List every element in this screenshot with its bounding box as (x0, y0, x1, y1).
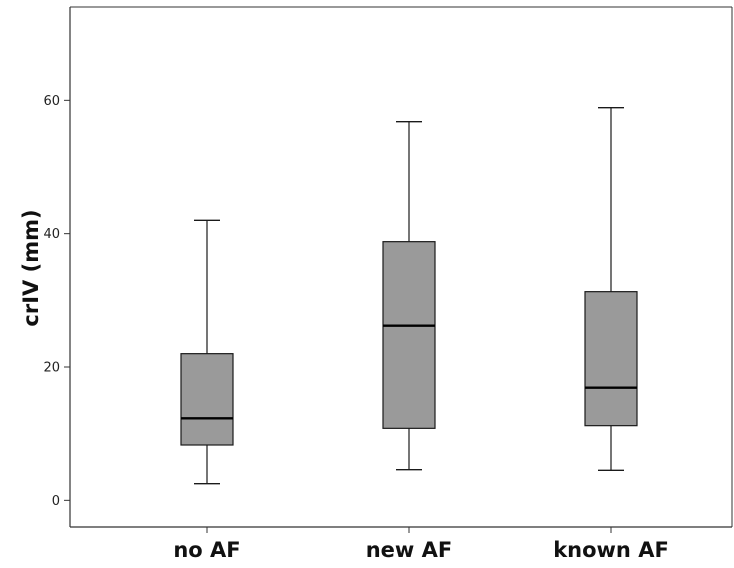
box-2 (382, 120, 436, 471)
y-tick-label: 60 (43, 94, 60, 109)
y-tick-label: 0 (52, 494, 60, 509)
boxes-layer (180, 106, 638, 485)
y-axis: 0 20 40 60 (43, 94, 70, 509)
y-tick-label: 20 (43, 361, 60, 376)
x-axis: no AF new AF known AF (173, 527, 669, 562)
category-label: no AF (173, 538, 240, 562)
iqr-box (382, 241, 436, 429)
category-label: new AF (366, 538, 453, 562)
y-tick-label: 40 (43, 227, 60, 242)
box-1 (180, 219, 234, 485)
box-3 (584, 106, 638, 472)
plot-frame (69, 6, 733, 528)
category-label: known AF (553, 538, 669, 562)
y-axis-title: crIV (mm) (19, 209, 43, 326)
iqr-box (584, 291, 638, 427)
iqr-box (180, 353, 234, 446)
